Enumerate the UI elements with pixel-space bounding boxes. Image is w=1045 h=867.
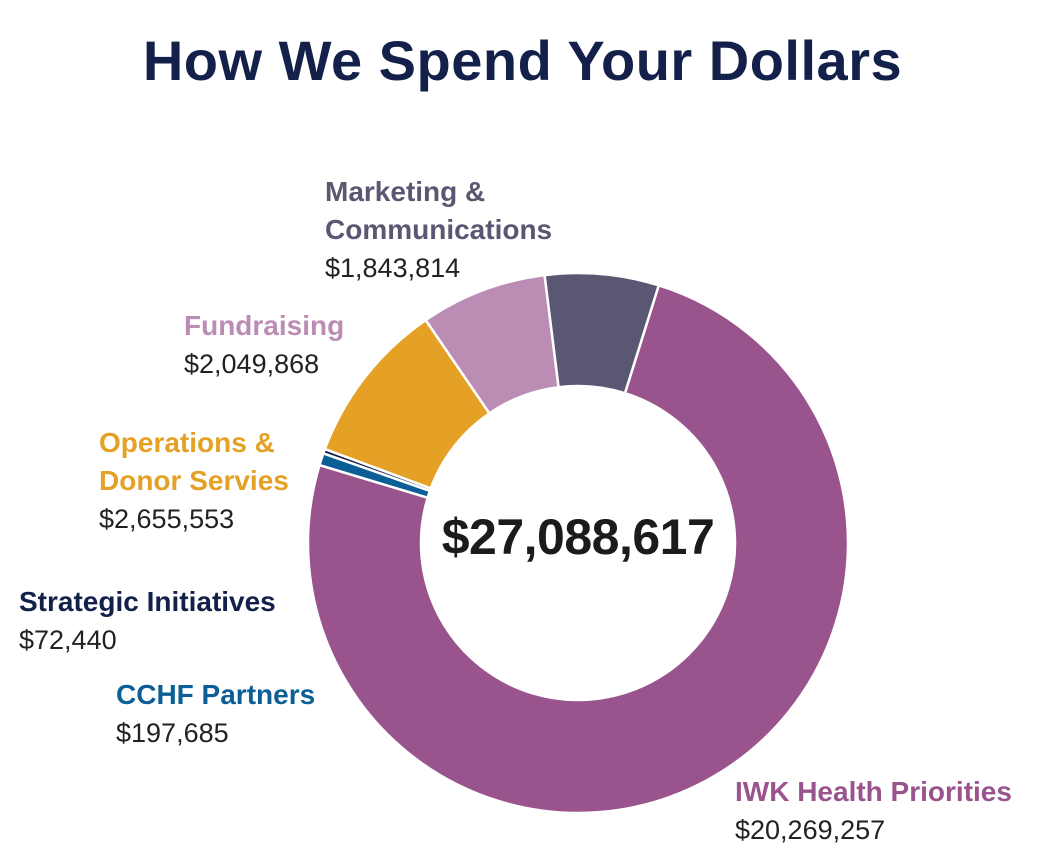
label-value: $1,843,814 [325, 253, 461, 283]
label-iwk-health-priorities: IWK Health Priorities $20,269,257 [735, 773, 1012, 849]
label-name-line2: Communications [325, 214, 553, 245]
label-name-line1: Fundraising [184, 310, 345, 341]
label-marketing-communications: Marketing & Communications $1,843,814 [325, 173, 552, 287]
label-value: $2,049,868 [184, 349, 320, 379]
label-name-line2: Donor Servies [99, 465, 289, 496]
label-name-line1: Marketing & [325, 176, 486, 207]
slice-marketing-communications [543, 271, 661, 395]
chart-title: How We Spend Your Dollars [142, 29, 903, 92]
label-strategic-initiatives: Strategic Initiatives $72,440 [19, 583, 276, 659]
label-value: $20,269,257 [735, 815, 886, 845]
label-name-line1: Operations & [99, 427, 275, 458]
label-cchf-partners: CCHF Partners $197,685 [116, 676, 315, 752]
label-name-line1: CCHF Partners [116, 679, 316, 710]
slice-iwk-health-priorities [306, 283, 850, 815]
label-name-line1: IWK Health Priorities [735, 776, 1012, 807]
label-operations-donor-services: Operations & Donor Servies $2,655,553 [99, 424, 289, 538]
label-value: $2,655,553 [99, 504, 235, 534]
center-total-value: $27,088,617 [441, 509, 715, 565]
label-name-line1: Strategic Initiatives [19, 586, 276, 617]
label-value: $197,685 [116, 718, 229, 748]
label-value: $72,440 [19, 625, 117, 655]
label-fundraising: Fundraising $2,049,868 [184, 307, 344, 383]
